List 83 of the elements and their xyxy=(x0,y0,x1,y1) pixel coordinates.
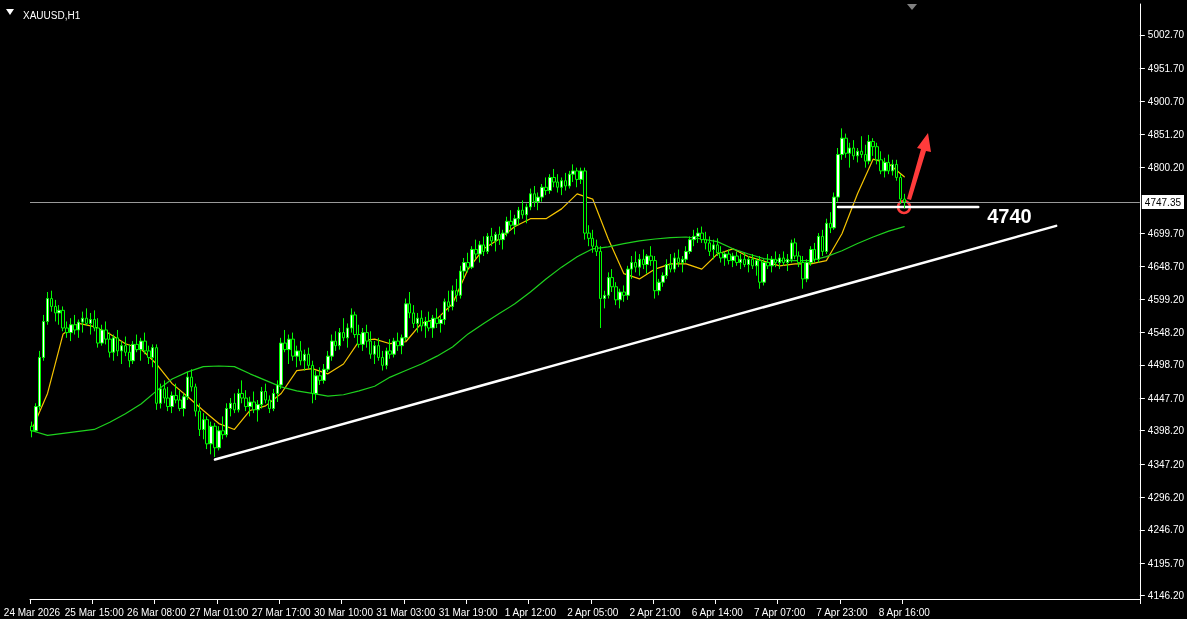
candlestick xyxy=(486,232,489,255)
x-tick-label: 25 Mar 15:00 xyxy=(64,606,125,618)
candlestick xyxy=(591,229,594,254)
candlestick xyxy=(575,167,579,188)
y-tick-label: 4800.20 xyxy=(1147,162,1185,174)
candlestick xyxy=(774,250,777,268)
y-tick-label: 4548.20 xyxy=(1147,326,1185,338)
candlestick xyxy=(801,255,805,290)
candlestick xyxy=(139,337,143,362)
series-label: 4740 xyxy=(987,204,1032,227)
candlestick xyxy=(494,231,497,252)
y-tick-label: 4599.20 xyxy=(1147,293,1185,305)
x-tick-label: 2 Apr 05:00 xyxy=(567,606,619,618)
candlestick xyxy=(548,173,552,195)
y-tick-label: 4246.70 xyxy=(1147,524,1185,536)
candlestick xyxy=(762,258,766,286)
y-tick-label: 4296.20 xyxy=(1147,491,1185,503)
candlestick xyxy=(770,255,774,273)
x-tick-label: 1 Apr 12:00 xyxy=(504,606,557,618)
candlestick xyxy=(287,334,291,365)
candlestick xyxy=(233,392,236,414)
candlestick xyxy=(225,402,228,438)
x-tick-label: 31 Mar 19:00 xyxy=(438,606,498,618)
candlestick xyxy=(560,176,563,196)
y-tick-label: 5002.70 xyxy=(1147,29,1185,41)
y-tick-label: 4900.70 xyxy=(1147,96,1185,108)
candlestick xyxy=(887,154,890,175)
y-tick-label: 4498.70 xyxy=(1147,359,1185,371)
candlestick xyxy=(81,311,84,334)
candlestick xyxy=(478,240,482,264)
y-tick-label: 4447.70 xyxy=(1147,392,1185,404)
candlestick xyxy=(727,248,731,266)
candlestick xyxy=(817,232,820,264)
x-tick-label: 7 Apr 23:00 xyxy=(816,606,868,618)
candlestick xyxy=(747,255,750,273)
candlestick xyxy=(731,252,735,268)
y-tick-label: 4648.70 xyxy=(1147,261,1185,273)
y-tick-label: 4195.70 xyxy=(1147,557,1185,569)
x-tick-label: 26 Mar 08:00 xyxy=(127,606,187,618)
candlestick xyxy=(739,253,742,270)
x-tick-label: 24 Mar 2026 xyxy=(3,606,61,618)
candlestick xyxy=(533,185,536,208)
candlestick xyxy=(213,422,217,458)
x-tick-label: 30 Mar 10:00 xyxy=(314,606,374,618)
candlestick xyxy=(758,255,762,290)
candlestick xyxy=(69,317,73,342)
x-tick-label: 27 Mar 17:00 xyxy=(251,606,312,618)
candlestick xyxy=(112,334,115,362)
candlestick xyxy=(696,227,700,244)
y-tick-label: 4851.20 xyxy=(1147,128,1185,140)
line-series xyxy=(31,225,905,436)
x-tick-label: 6 Apr 14:00 xyxy=(691,606,744,618)
candlestick xyxy=(361,327,365,352)
candlestick xyxy=(673,252,676,273)
candlestick xyxy=(155,343,158,411)
x-tick-label: 8 Apr 16:00 xyxy=(878,606,931,618)
candlestick xyxy=(205,415,209,450)
y-tick-label: 4951.70 xyxy=(1147,62,1185,74)
candlestick xyxy=(677,248,680,268)
candlestick xyxy=(712,239,715,260)
candlestick xyxy=(735,250,739,267)
candlestick xyxy=(867,134,871,165)
x-tick-label: 27 Mar 01:00 xyxy=(189,606,249,618)
candlestick xyxy=(564,172,567,192)
candlestick xyxy=(392,337,396,358)
line-series xyxy=(31,158,905,431)
y-tick-label: 4347.20 xyxy=(1147,458,1185,470)
candlestick xyxy=(782,250,785,267)
candlestick xyxy=(708,235,711,257)
candlestick xyxy=(723,250,727,267)
candlestick xyxy=(89,312,92,336)
y-tick-label: 4146.20 xyxy=(1147,590,1185,602)
y-tick-label: 4398.20 xyxy=(1147,425,1185,437)
x-tick-label: 2 Apr 21:00 xyxy=(629,606,682,618)
candlestick xyxy=(743,252,746,268)
candlestick xyxy=(638,253,641,277)
candlestick xyxy=(778,253,781,270)
ref-line-label: 4747.35 xyxy=(1144,196,1182,208)
candlestick xyxy=(556,173,559,194)
x-tick-label: 31 Mar 03:00 xyxy=(376,606,436,618)
y-tick-label: 4699.70 xyxy=(1147,227,1185,239)
text: XAUUSD,H1 xyxy=(23,9,81,21)
x-tick-label: 7 Apr 07:00 xyxy=(754,606,806,618)
